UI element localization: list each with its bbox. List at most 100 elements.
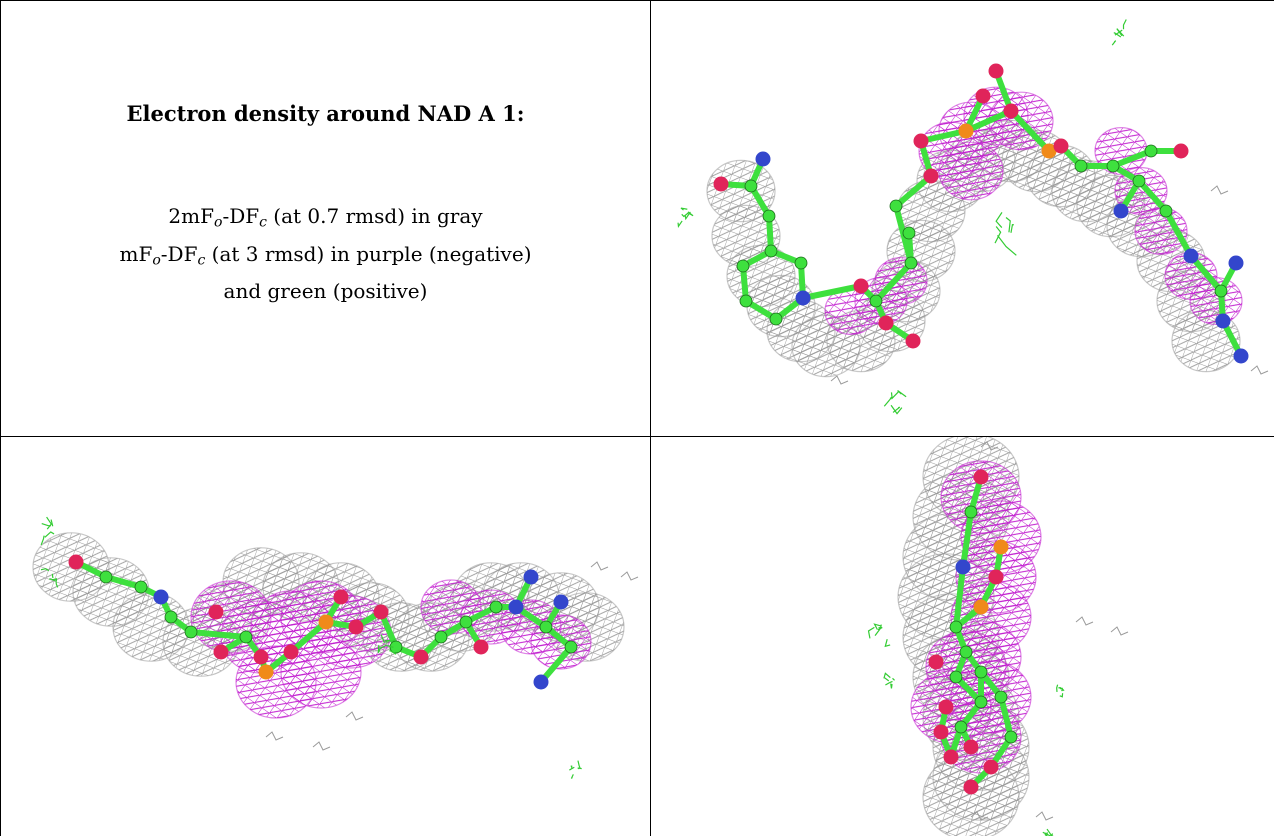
phosphorus-atom	[1041, 143, 1057, 159]
carbon-atom	[1106, 159, 1120, 173]
phosphorus-atom	[258, 664, 274, 680]
carbon-atom	[739, 294, 753, 308]
density-fragment	[1210, 185, 1229, 195]
line2-mid: -DF	[160, 241, 198, 266]
carbon-atom	[974, 665, 988, 679]
nitrogen-atom	[1233, 348, 1249, 364]
caption-cell: Electron density around NAD A 1: 2mFo-DF…	[1, 1, 650, 436]
nitrogen-atom	[533, 674, 549, 690]
carbon-atom	[869, 294, 883, 308]
oxygen-atom	[943, 749, 959, 765]
carbon-atom	[1214, 284, 1228, 298]
caption-body: 2mFo-DFc (at 0.7 rmsd) in gray mFo-DFc (…	[1, 201, 650, 307]
carbon-atom	[744, 179, 758, 193]
bond	[1163, 208, 1194, 259]
carbon-atom	[1132, 174, 1146, 188]
bond	[1136, 178, 1169, 214]
nitrogen-atom	[553, 594, 569, 610]
density-fragment	[345, 711, 364, 721]
line1-mid: -DF	[222, 204, 260, 228]
bond	[918, 128, 969, 144]
oxygen-atom	[963, 739, 979, 755]
carbon-atom	[769, 312, 783, 326]
caption-title: Electron density around NAD A 1:	[126, 101, 525, 126]
carbon-atom	[904, 256, 918, 270]
caption-line-2mfo: 2mFo-DFc (at 0.7 rmsd) in gray	[1, 201, 650, 239]
density-view-end	[651, 437, 1274, 836]
density-fragment	[830, 375, 849, 385]
nitrogen-atom	[955, 559, 971, 575]
carbon-atom	[764, 244, 778, 258]
carbon-atom	[1004, 730, 1018, 744]
positive-density-blob	[883, 390, 907, 415]
carbon-atom	[794, 256, 808, 270]
oxygen-atom	[913, 133, 929, 149]
nitrogen-atom	[795, 290, 811, 306]
carbon-atom	[949, 620, 963, 634]
line2-sub-c: c	[197, 252, 206, 268]
line2-sub-o: o	[152, 252, 161, 268]
phosphorus-atom	[958, 123, 974, 139]
oxygen-atom	[983, 759, 999, 775]
carbon-atom	[239, 630, 253, 644]
caption-line-mfo: mFo-DFc (at 3 rmsd) in purple (negative)	[1, 239, 650, 277]
bond	[998, 694, 1014, 740]
density-fragment	[1110, 626, 1129, 636]
positive-density-blob	[677, 207, 694, 229]
positive-density-blob	[1042, 828, 1054, 836]
density-view-side-image	[32, 516, 639, 779]
positive-density-blob	[883, 672, 895, 689]
carbon-atom	[434, 630, 448, 644]
density-fragment	[1035, 811, 1054, 821]
line2-post: (at 3 rmsd) in purple (negative)	[205, 241, 532, 266]
positive-density-blob	[377, 634, 397, 655]
carbon-atom	[954, 720, 968, 734]
bond	[960, 509, 974, 570]
nitrogen-atom	[1228, 255, 1244, 271]
carbon-atom	[539, 620, 553, 634]
oxygen-atom	[213, 644, 229, 660]
oxygen-atom	[1003, 103, 1019, 119]
bond	[538, 644, 574, 685]
oxygen-atom	[283, 644, 299, 660]
phosphorus-atom	[993, 539, 1009, 555]
caption-line-3: and green (positive)	[223, 279, 428, 303]
carbon-atom	[134, 580, 148, 594]
carbon-atom	[974, 695, 988, 709]
oxygen-atom	[928, 654, 944, 670]
carbon-atom	[1144, 144, 1158, 158]
positive-density-blob	[994, 212, 1017, 256]
positive-density-blob	[40, 568, 59, 588]
carbon-atom	[459, 615, 473, 629]
oxygen-atom	[68, 554, 84, 570]
oxygen-atom	[973, 469, 989, 485]
phosphorus-atom	[318, 614, 334, 630]
carbon-atom	[964, 505, 978, 519]
line1-sub-c: c	[259, 214, 267, 231]
density-fragment	[970, 811, 989, 821]
oxygen-atom	[963, 779, 979, 795]
bond	[800, 283, 864, 301]
carbon-atom	[959, 645, 973, 659]
nitrogen-atom	[508, 599, 524, 615]
bond	[893, 173, 934, 209]
carbon-atom	[994, 690, 1008, 704]
oxygen-atom	[333, 589, 349, 605]
density-fragment	[590, 561, 609, 571]
line2-pre: mF	[119, 241, 153, 266]
table-border-top	[0, 0, 1274, 1]
nitrogen-atom	[755, 151, 771, 167]
oxygen-atom	[348, 619, 364, 635]
density-view-top	[651, 1, 1274, 436]
bond	[963, 108, 1014, 134]
oxygen-atom	[853, 278, 869, 294]
carbon-atom	[902, 226, 916, 240]
oxygen-atom	[975, 88, 991, 104]
carbon-atom	[1074, 159, 1088, 173]
line1-pre: 2mF	[168, 204, 214, 228]
positive-density-blob	[1111, 19, 1127, 46]
oxygen-atom	[923, 168, 939, 184]
density-view-top-image	[677, 19, 1269, 415]
positive-density-blob	[867, 623, 891, 648]
line1-post: (at 0.7 rmsd) in gray	[266, 204, 483, 228]
